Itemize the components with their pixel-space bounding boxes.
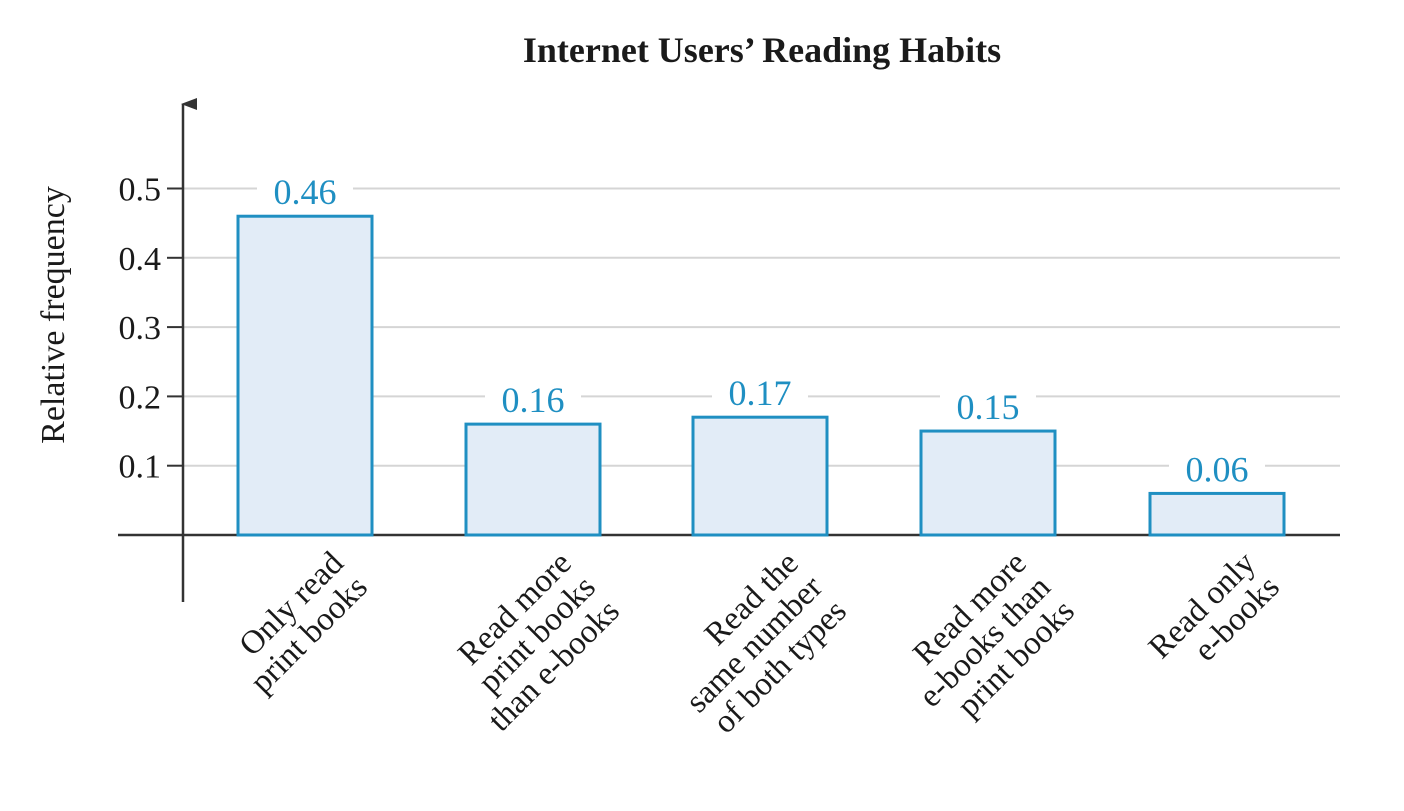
data-label-background: [257, 170, 353, 211]
y-tick-label: 0.3: [119, 310, 162, 347]
data-label-background: [940, 385, 1036, 426]
data-label: 0.06: [1186, 449, 1249, 489]
bar: [919, 429, 1057, 537]
bar: [1148, 491, 1286, 537]
bar: [691, 415, 829, 537]
data-label: 0.46: [274, 172, 337, 212]
data-label-background: [712, 371, 808, 412]
chart-title: Internet Users’ Reading Habits: [523, 30, 1001, 70]
bar: [236, 214, 374, 537]
y-tick-label: 0.2: [119, 379, 162, 416]
data-label: 0.16: [502, 380, 565, 420]
data-label-background: [1169, 447, 1265, 488]
data-label: 0.15: [957, 387, 1020, 427]
y-tick-label: 0.1: [119, 449, 162, 486]
y-tick-label: 0.4: [119, 241, 162, 278]
data-label: 0.17: [729, 373, 792, 413]
data-label-background: [485, 378, 581, 419]
y-axis-label: Relative frequency: [35, 186, 72, 444]
bar: [464, 422, 602, 537]
y-tick-label: 0.5: [119, 172, 162, 209]
